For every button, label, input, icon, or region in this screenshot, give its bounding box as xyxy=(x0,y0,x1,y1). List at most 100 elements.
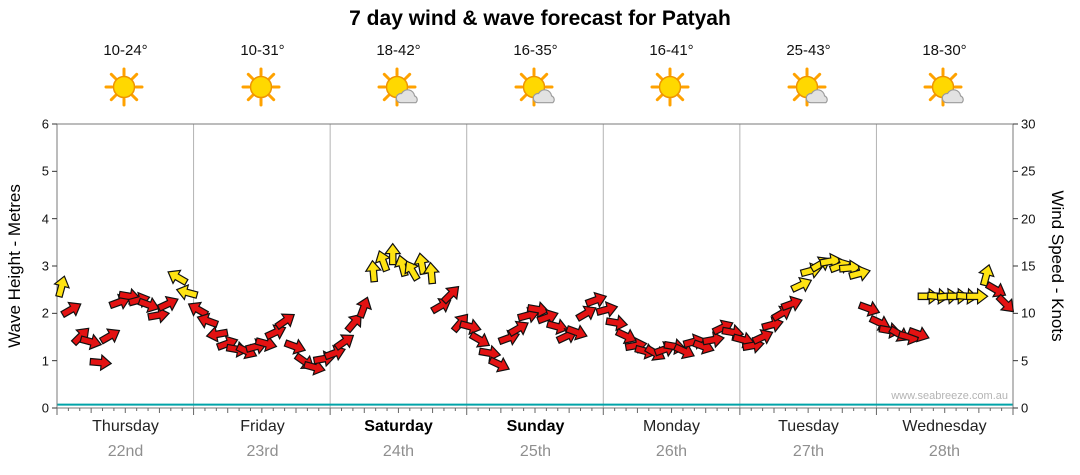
plot-frame xyxy=(56,123,1014,409)
wind-arrow xyxy=(422,261,441,285)
wind-arrow-glyph xyxy=(790,276,813,293)
wind-arrow xyxy=(857,300,881,317)
wind-arrow-glyph xyxy=(147,306,171,324)
left-tick-label: 5 xyxy=(41,163,49,179)
wind-arrow xyxy=(487,356,511,373)
wind-arrow-glyph xyxy=(848,265,871,282)
wind-arrow-glyph xyxy=(196,312,220,329)
sun-icon xyxy=(787,67,828,107)
wind-arrow-glyph xyxy=(780,295,803,312)
wind-arrow-glyph xyxy=(565,324,588,341)
wind-arrow xyxy=(751,328,774,345)
left-tick-label: 6 xyxy=(41,116,49,132)
cloud-icon xyxy=(395,89,418,104)
wind-arrow-glyph xyxy=(857,300,881,317)
left-tick-label: 0 xyxy=(41,400,49,416)
day-date: 23rd xyxy=(246,443,279,460)
wind-arrow xyxy=(374,249,392,273)
wind-arrow-glyph xyxy=(507,320,529,338)
day-date: 28th xyxy=(928,443,961,460)
wind-arrow xyxy=(404,260,421,282)
wind-arrow xyxy=(167,269,189,286)
sun-icon xyxy=(241,67,280,107)
wind-arrow-glyph xyxy=(175,283,199,301)
sun-icon xyxy=(104,67,143,107)
cloud-icon xyxy=(532,89,555,104)
wind-arrow-glyph xyxy=(70,327,90,347)
wind-arrow xyxy=(70,327,90,347)
wind-arrow xyxy=(526,301,550,319)
wind-arrow-glyph xyxy=(254,335,278,353)
sun-rays xyxy=(241,67,280,107)
cloud-icon xyxy=(941,89,964,104)
sun-disc xyxy=(249,75,272,99)
day-label: Thursday 22nd xyxy=(57,418,194,461)
day-name: Friday xyxy=(240,418,285,435)
wind-arrow-glyph xyxy=(205,325,229,343)
wind-arrow-glyph xyxy=(995,293,1015,313)
weather-icon xyxy=(330,66,467,114)
wind-arrow-glyph xyxy=(404,260,421,282)
day-date: 24th xyxy=(382,443,415,460)
wind-arrow xyxy=(344,313,362,334)
wind-arrow-glyph xyxy=(344,313,362,334)
wind-arrow xyxy=(672,343,695,360)
day-name: Sunday xyxy=(506,418,565,435)
wind-arrow xyxy=(196,312,220,329)
sun-rays xyxy=(650,67,689,107)
weather-icon xyxy=(57,66,194,114)
temp-range: 18-30° xyxy=(922,42,967,59)
wind-arrow-glyph xyxy=(374,249,392,273)
wind-arrow-glyph xyxy=(137,296,160,314)
wind-arrow xyxy=(761,316,784,333)
weather-icon xyxy=(603,66,740,114)
sun-rays xyxy=(104,67,143,107)
right-tick-label: 5 xyxy=(1021,353,1029,369)
day-date: 27th xyxy=(792,443,825,460)
wind-arrow-glyph xyxy=(770,305,793,322)
wind-arrow xyxy=(790,276,813,293)
temp-range: 18-42° xyxy=(376,42,421,59)
wind-arrow xyxy=(770,305,793,322)
wind-arrow-glyph xyxy=(156,295,179,312)
left-tick-label: 1 xyxy=(41,353,49,369)
wind-arrow-glyph xyxy=(965,287,989,305)
wind-arrow xyxy=(614,328,637,345)
wind-arrow-glyph xyxy=(187,301,210,319)
wind-arrow xyxy=(965,287,989,305)
wind-arrow xyxy=(848,265,871,282)
wind-arrow-glyph xyxy=(167,269,189,286)
wind-arrow-glyph xyxy=(545,318,569,336)
day-name: Monday xyxy=(643,418,700,435)
wind-arrow xyxy=(147,306,171,324)
day-name: Tuesday xyxy=(778,418,839,435)
wind-arrow xyxy=(254,335,278,353)
wind-arrow xyxy=(333,334,355,351)
day-label: Saturday 24th xyxy=(330,418,467,461)
wind-arrow xyxy=(702,331,725,349)
wind-arrow-glyph xyxy=(487,356,511,373)
wind-arrow xyxy=(98,328,121,345)
wind-arrow-glyph xyxy=(283,338,307,355)
wind-arrow xyxy=(575,305,597,322)
temp-range: 16-35° xyxy=(513,42,558,59)
weather-icon xyxy=(194,66,331,114)
sun-disc xyxy=(112,75,135,99)
right-axis-title: Wind Speed - Knots xyxy=(1048,190,1067,342)
wind-arrow-glyph xyxy=(440,285,460,305)
wind-arrow xyxy=(584,291,608,309)
wind-arrow xyxy=(565,324,588,341)
day-label: Wednesday 28th xyxy=(876,418,1013,461)
page-title: 7 day wind & wave forecast for Patyah xyxy=(349,7,731,30)
day-label: Tuesday 27th xyxy=(740,418,877,461)
right-tick-label: 30 xyxy=(1021,116,1036,132)
wind-arrow-glyph xyxy=(614,328,637,345)
wind-arrow xyxy=(274,313,296,331)
wind-arrow-glyph xyxy=(333,334,355,351)
wind-arrow-glyph xyxy=(672,343,695,360)
wind-arrow xyxy=(507,320,529,338)
weather-icon xyxy=(876,66,1013,114)
right-tick-label: 10 xyxy=(1021,305,1036,321)
sun-rays xyxy=(514,67,553,107)
